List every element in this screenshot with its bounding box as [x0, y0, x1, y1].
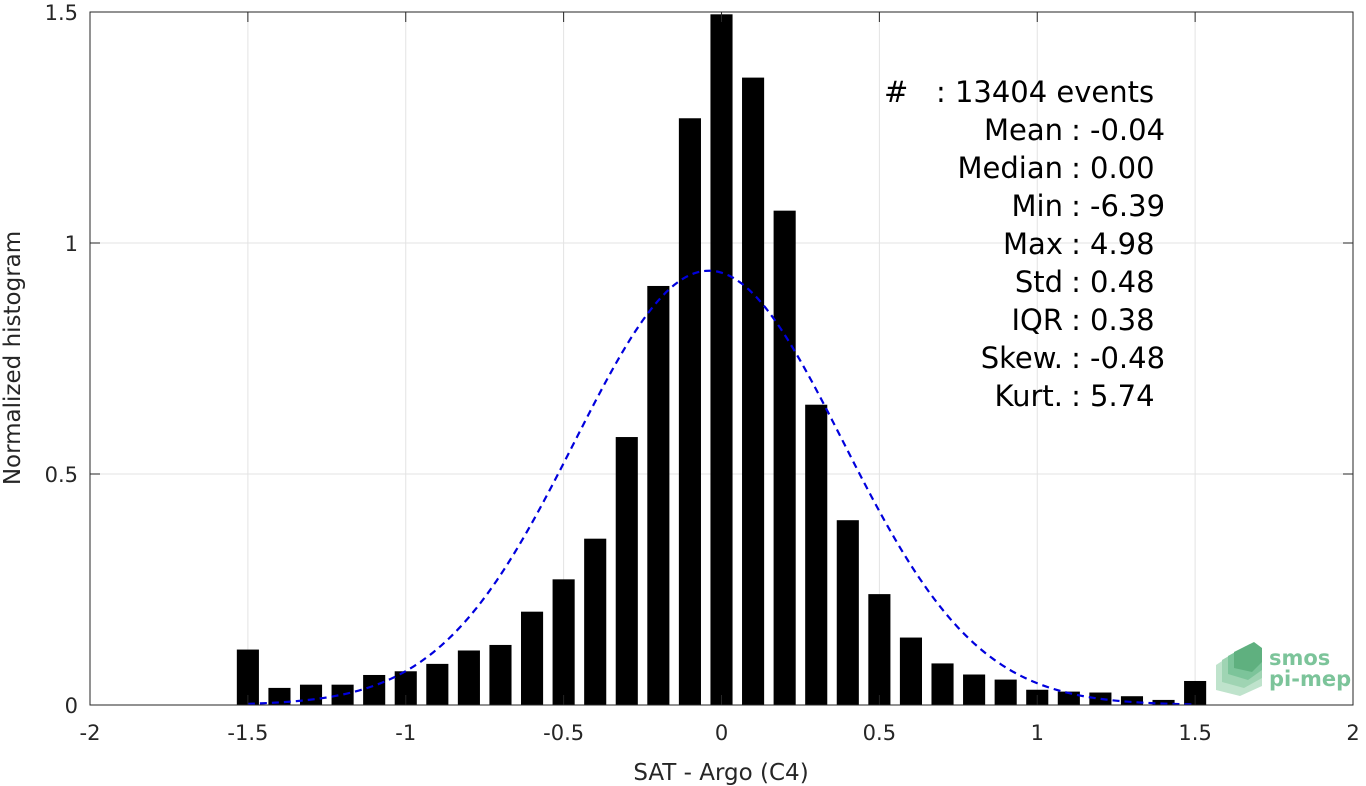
- stat-value: -6.39: [1090, 189, 1165, 223]
- histogram-bar: [678, 118, 701, 705]
- histogram-bar: [236, 649, 259, 705]
- stat-label: IQR: [1011, 303, 1063, 337]
- histogram-bar: [299, 684, 323, 705]
- histogram-bar: [931, 663, 954, 705]
- stat-label: Skew.: [981, 341, 1063, 375]
- histogram-bar: [457, 650, 480, 705]
- stat-value: -0.04: [1090, 113, 1165, 147]
- x-tick-label: 1: [1031, 721, 1044, 745]
- stat-value: 0.48: [1090, 265, 1155, 299]
- x-axis-label: SAT - Argo (C4): [633, 760, 808, 786]
- x-tick-label: -0.5: [543, 721, 584, 745]
- stat-colon: :: [1071, 341, 1081, 375]
- y-tick-label: 0.5: [45, 463, 78, 487]
- y-tick-label: 1.5: [45, 1, 78, 25]
- stat-colon: :: [1071, 303, 1081, 337]
- histogram-bar: [1120, 696, 1144, 705]
- stat-colon: :: [1071, 151, 1081, 185]
- histogram-bar: [1089, 692, 1112, 705]
- histogram-bar: [331, 684, 354, 705]
- stat-label: Max: [1003, 227, 1063, 261]
- histogram-bar: [773, 210, 796, 705]
- stat-label: Min: [1012, 189, 1063, 223]
- histogram-bar: [520, 611, 544, 705]
- normal-fit-curve: [247, 269, 1196, 706]
- stat-colon: :: [1071, 379, 1081, 413]
- histogram-bar: [963, 674, 986, 705]
- x-tick-label: 1.5: [1178, 721, 1211, 745]
- logo-text-smos: smos: [1269, 646, 1330, 670]
- stat-colon: :: [1071, 265, 1081, 299]
- histogram-bar: [647, 285, 670, 705]
- histogram-bars: [236, 14, 1207, 706]
- histogram-bar: [363, 674, 386, 705]
- histogram-bar: [742, 77, 765, 705]
- histogram-bar: [805, 404, 828, 705]
- stat-value: 4.98: [1090, 227, 1155, 261]
- x-tick-label: 2: [1346, 721, 1359, 745]
- stat-value: 0.00: [1090, 151, 1155, 185]
- histogram-bar: [426, 663, 449, 705]
- y-axis-label: Normalized histogram: [0, 231, 26, 485]
- stat-colon: :: [1071, 227, 1081, 261]
- histogram-bar: [489, 644, 512, 705]
- stat-label: Median: [958, 151, 1063, 185]
- x-tick-label: 0.5: [863, 721, 896, 745]
- stat-colon: :: [1071, 189, 1081, 223]
- logo-text-pimep: pi-mep: [1269, 667, 1351, 691]
- histogram-bar: [994, 679, 1017, 705]
- histogram-bar: [710, 14, 733, 706]
- logo-mark-icon: [1216, 642, 1262, 696]
- x-tick-label: -1.5: [227, 721, 268, 745]
- y-tick-label: 0: [65, 694, 78, 718]
- y-tick-label: 1: [65, 232, 78, 256]
- stat-value: 0.38: [1090, 303, 1155, 337]
- x-tick-label: -1: [395, 721, 416, 745]
- stat-label: Std: [1015, 265, 1063, 299]
- histogram-bar: [394, 671, 417, 705]
- stat-value: 5.74: [1090, 379, 1155, 413]
- smos-pi-mep-logo: smos pi-mep: [1216, 642, 1351, 696]
- histogram-bar: [1152, 699, 1175, 705]
- stat-label: Kurt.: [995, 379, 1063, 413]
- histogram-bar: [868, 594, 891, 705]
- x-tick-label: 0: [715, 721, 728, 745]
- histogram-bar: [1057, 691, 1080, 705]
- stat-value: -0.48: [1090, 341, 1165, 375]
- events-count-text: # : 13404 events: [884, 75, 1154, 109]
- stat-label: Mean: [984, 113, 1063, 147]
- histogram-bar: [836, 520, 859, 705]
- histogram-bar: [1184, 680, 1207, 705]
- stat-colon: :: [1071, 113, 1081, 147]
- x-tick-label: -2: [80, 721, 101, 745]
- axis-ticks: -2 -1.5 -1 -0.5 0 0.5 1 1.5 2 0 0.5 1 1.5: [45, 1, 1360, 745]
- histogram-bar: [584, 538, 607, 705]
- histogram-bar: [899, 637, 923, 705]
- histogram-bar: [552, 579, 575, 705]
- histogram-bar: [615, 437, 638, 705]
- histogram-bar: [268, 687, 291, 705]
